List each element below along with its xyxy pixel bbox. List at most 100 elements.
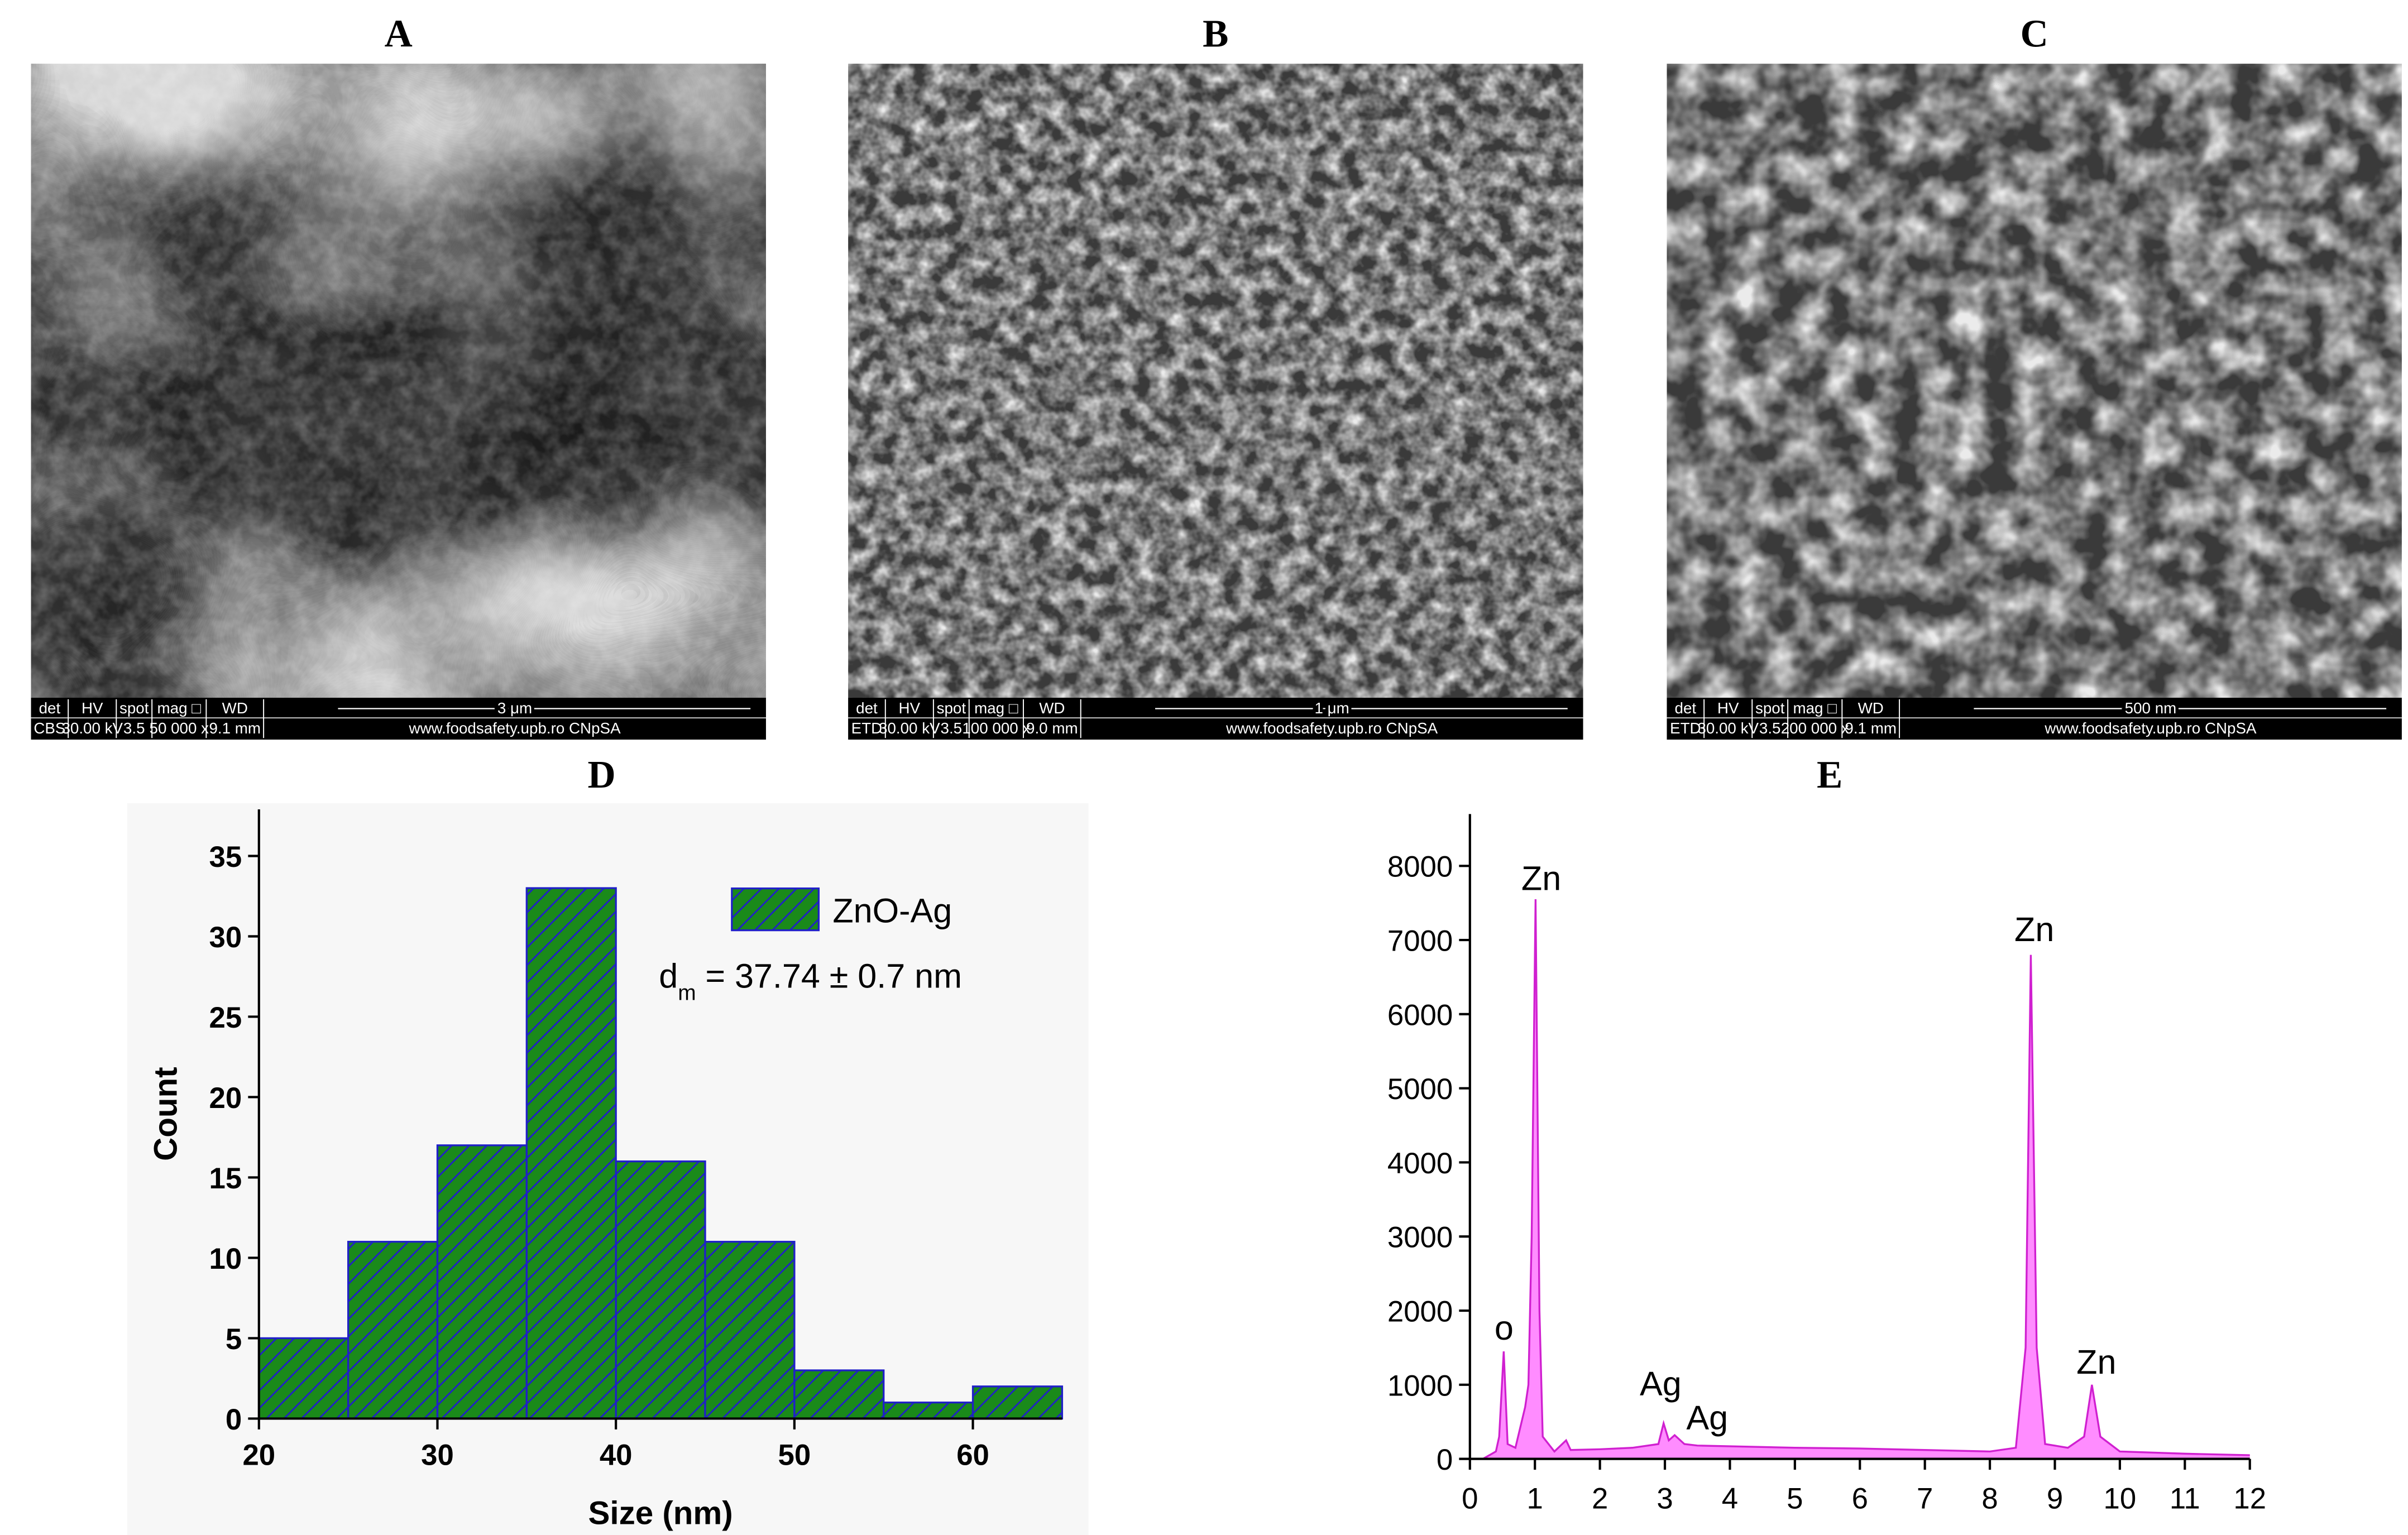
x-tick-label: 60	[956, 1439, 989, 1472]
y-tick-label: 4000	[1387, 1147, 1453, 1180]
peak-label: Ag	[1640, 1365, 1682, 1403]
panel-title: B	[1203, 13, 1228, 56]
peak-label: Ag	[1686, 1399, 1728, 1437]
histogram-bar	[883, 1401, 974, 1420]
y-tick-label: 25	[209, 1001, 242, 1034]
histogram-bar	[615, 1160, 706, 1420]
panel-title: A	[385, 13, 413, 56]
sem-value: 30.00 kV	[879, 719, 940, 737]
sem-header: mag □	[157, 699, 202, 717]
y-tick-label: 8000	[1387, 851, 1453, 884]
histogram-bar	[971, 1385, 1064, 1420]
y-tick-label: 30	[209, 921, 242, 954]
y-tick-label: 3000	[1387, 1221, 1453, 1254]
histogram-bar	[258, 1337, 350, 1420]
histogram-bar	[704, 1240, 796, 1420]
y-tick-label: 6000	[1387, 999, 1453, 1032]
sem-site: www.foodsafety.upb.ro CNpSA	[408, 719, 621, 737]
sem-header: spot	[119, 699, 149, 717]
x-tick-label: 2	[1592, 1483, 1608, 1515]
sem-header: det	[39, 699, 61, 717]
sem-value: CBS	[33, 719, 65, 737]
y-tick-label: 7000	[1387, 925, 1453, 958]
sem-info-bar	[848, 698, 1583, 740]
y-tick-label: 0	[226, 1403, 242, 1436]
sem-value: 3.5	[941, 719, 963, 737]
sem-value: 3.5	[123, 719, 145, 737]
sem-info-bar	[31, 698, 766, 740]
x-tick-label: 0	[1462, 1483, 1478, 1515]
x-tick-label: 9	[2047, 1483, 2063, 1515]
sem-site: www.foodsafety.upb.ro CNpSA	[2044, 719, 2257, 737]
y-tick-label: 15	[209, 1162, 242, 1195]
x-tick-label: 20	[242, 1439, 275, 1472]
sem-value: 9.0 mm	[1026, 719, 1078, 737]
annotation-part: m	[678, 981, 696, 1005]
x-tick-label: 12	[2233, 1483, 2266, 1515]
sem-header: mag □	[1793, 699, 1837, 717]
x-tick-label: 7	[1917, 1483, 1933, 1515]
x-tick-label: 1	[1527, 1483, 1543, 1515]
y-tick-label: 2000	[1387, 1295, 1453, 1328]
x-tick-label: 10	[2104, 1483, 2137, 1515]
y-tick-label: 10	[209, 1243, 242, 1275]
sem-value: 50 000 x	[150, 719, 209, 737]
histogram-bar	[347, 1240, 439, 1420]
sem-header: det	[856, 699, 878, 717]
spectrum-line	[1482, 899, 2250, 1460]
x-tick-label: 5	[1787, 1483, 1803, 1515]
annotation-part: d	[659, 957, 678, 995]
sem-header: HV	[899, 699, 921, 717]
panel-title: C	[2021, 13, 2048, 56]
peak-label: Zn	[2076, 1343, 2116, 1381]
sem-header: WD	[222, 699, 248, 717]
x-tick-label: 30	[421, 1439, 454, 1472]
sem-header: spot	[1755, 699, 1785, 717]
x-tick-label: 11	[2170, 1483, 2200, 1515]
scale-label: 500 nm	[2125, 699, 2177, 717]
x-tick-label: 50	[778, 1439, 811, 1472]
y-tick-label: 20	[209, 1082, 242, 1115]
legend-label: ZnO-Ag	[832, 892, 952, 930]
peak-label: o	[1495, 1309, 1514, 1347]
x-tick-label: 6	[1852, 1483, 1868, 1515]
panel-title: E	[1817, 754, 1842, 797]
sem-header: HV	[82, 699, 103, 717]
annotation: dm = 37.74 ± 0.7 nm	[659, 957, 962, 1005]
y-tick-label: 1000	[1387, 1369, 1453, 1402]
y-tick-label: 0	[1437, 1443, 1453, 1476]
sem-header: WD	[1858, 699, 1884, 717]
sem-value: 30.00 kV	[1697, 719, 1759, 737]
y-tick-label: 35	[209, 841, 242, 874]
x-axis-label: Size (nm)	[588, 1495, 733, 1531]
sem-header: WD	[1039, 699, 1065, 717]
scale-label: 3 μm	[497, 699, 532, 717]
sem-site: www.foodsafety.upb.ro CNpSA	[1225, 719, 1438, 737]
sem-value: ETD	[1670, 719, 1701, 737]
sem-value: ETD	[851, 719, 883, 737]
histogram-bar	[525, 887, 617, 1420]
x-tick-label: 8	[1981, 1483, 1998, 1515]
sem-header: det	[1675, 699, 1697, 717]
scale-label: 1 μm	[1314, 699, 1349, 717]
sem-texture	[848, 64, 1583, 698]
y-axis-label: Count	[148, 1067, 184, 1161]
sem-header: HV	[1717, 699, 1739, 717]
sem-value: 100 000 x	[962, 719, 1030, 737]
sem-info-bar	[1667, 698, 2402, 740]
sem-header: spot	[937, 699, 966, 717]
y-tick-label: 5000	[1387, 1073, 1453, 1106]
peak-label: Zn	[1521, 859, 1561, 897]
sem-value: 3.5	[1759, 719, 1781, 737]
sem-header: mag □	[974, 699, 1018, 717]
y-tick-label: 5	[226, 1323, 242, 1356]
sem-value: 30.00 kV	[61, 719, 123, 737]
legend-swatch	[731, 887, 820, 932]
histogram-bar	[793, 1369, 885, 1420]
x-tick-label: 3	[1657, 1483, 1673, 1515]
x-tick-label: 4	[1722, 1483, 1738, 1515]
sem-texture	[1667, 64, 2402, 698]
sem-value: 9.1 mm	[209, 719, 261, 737]
